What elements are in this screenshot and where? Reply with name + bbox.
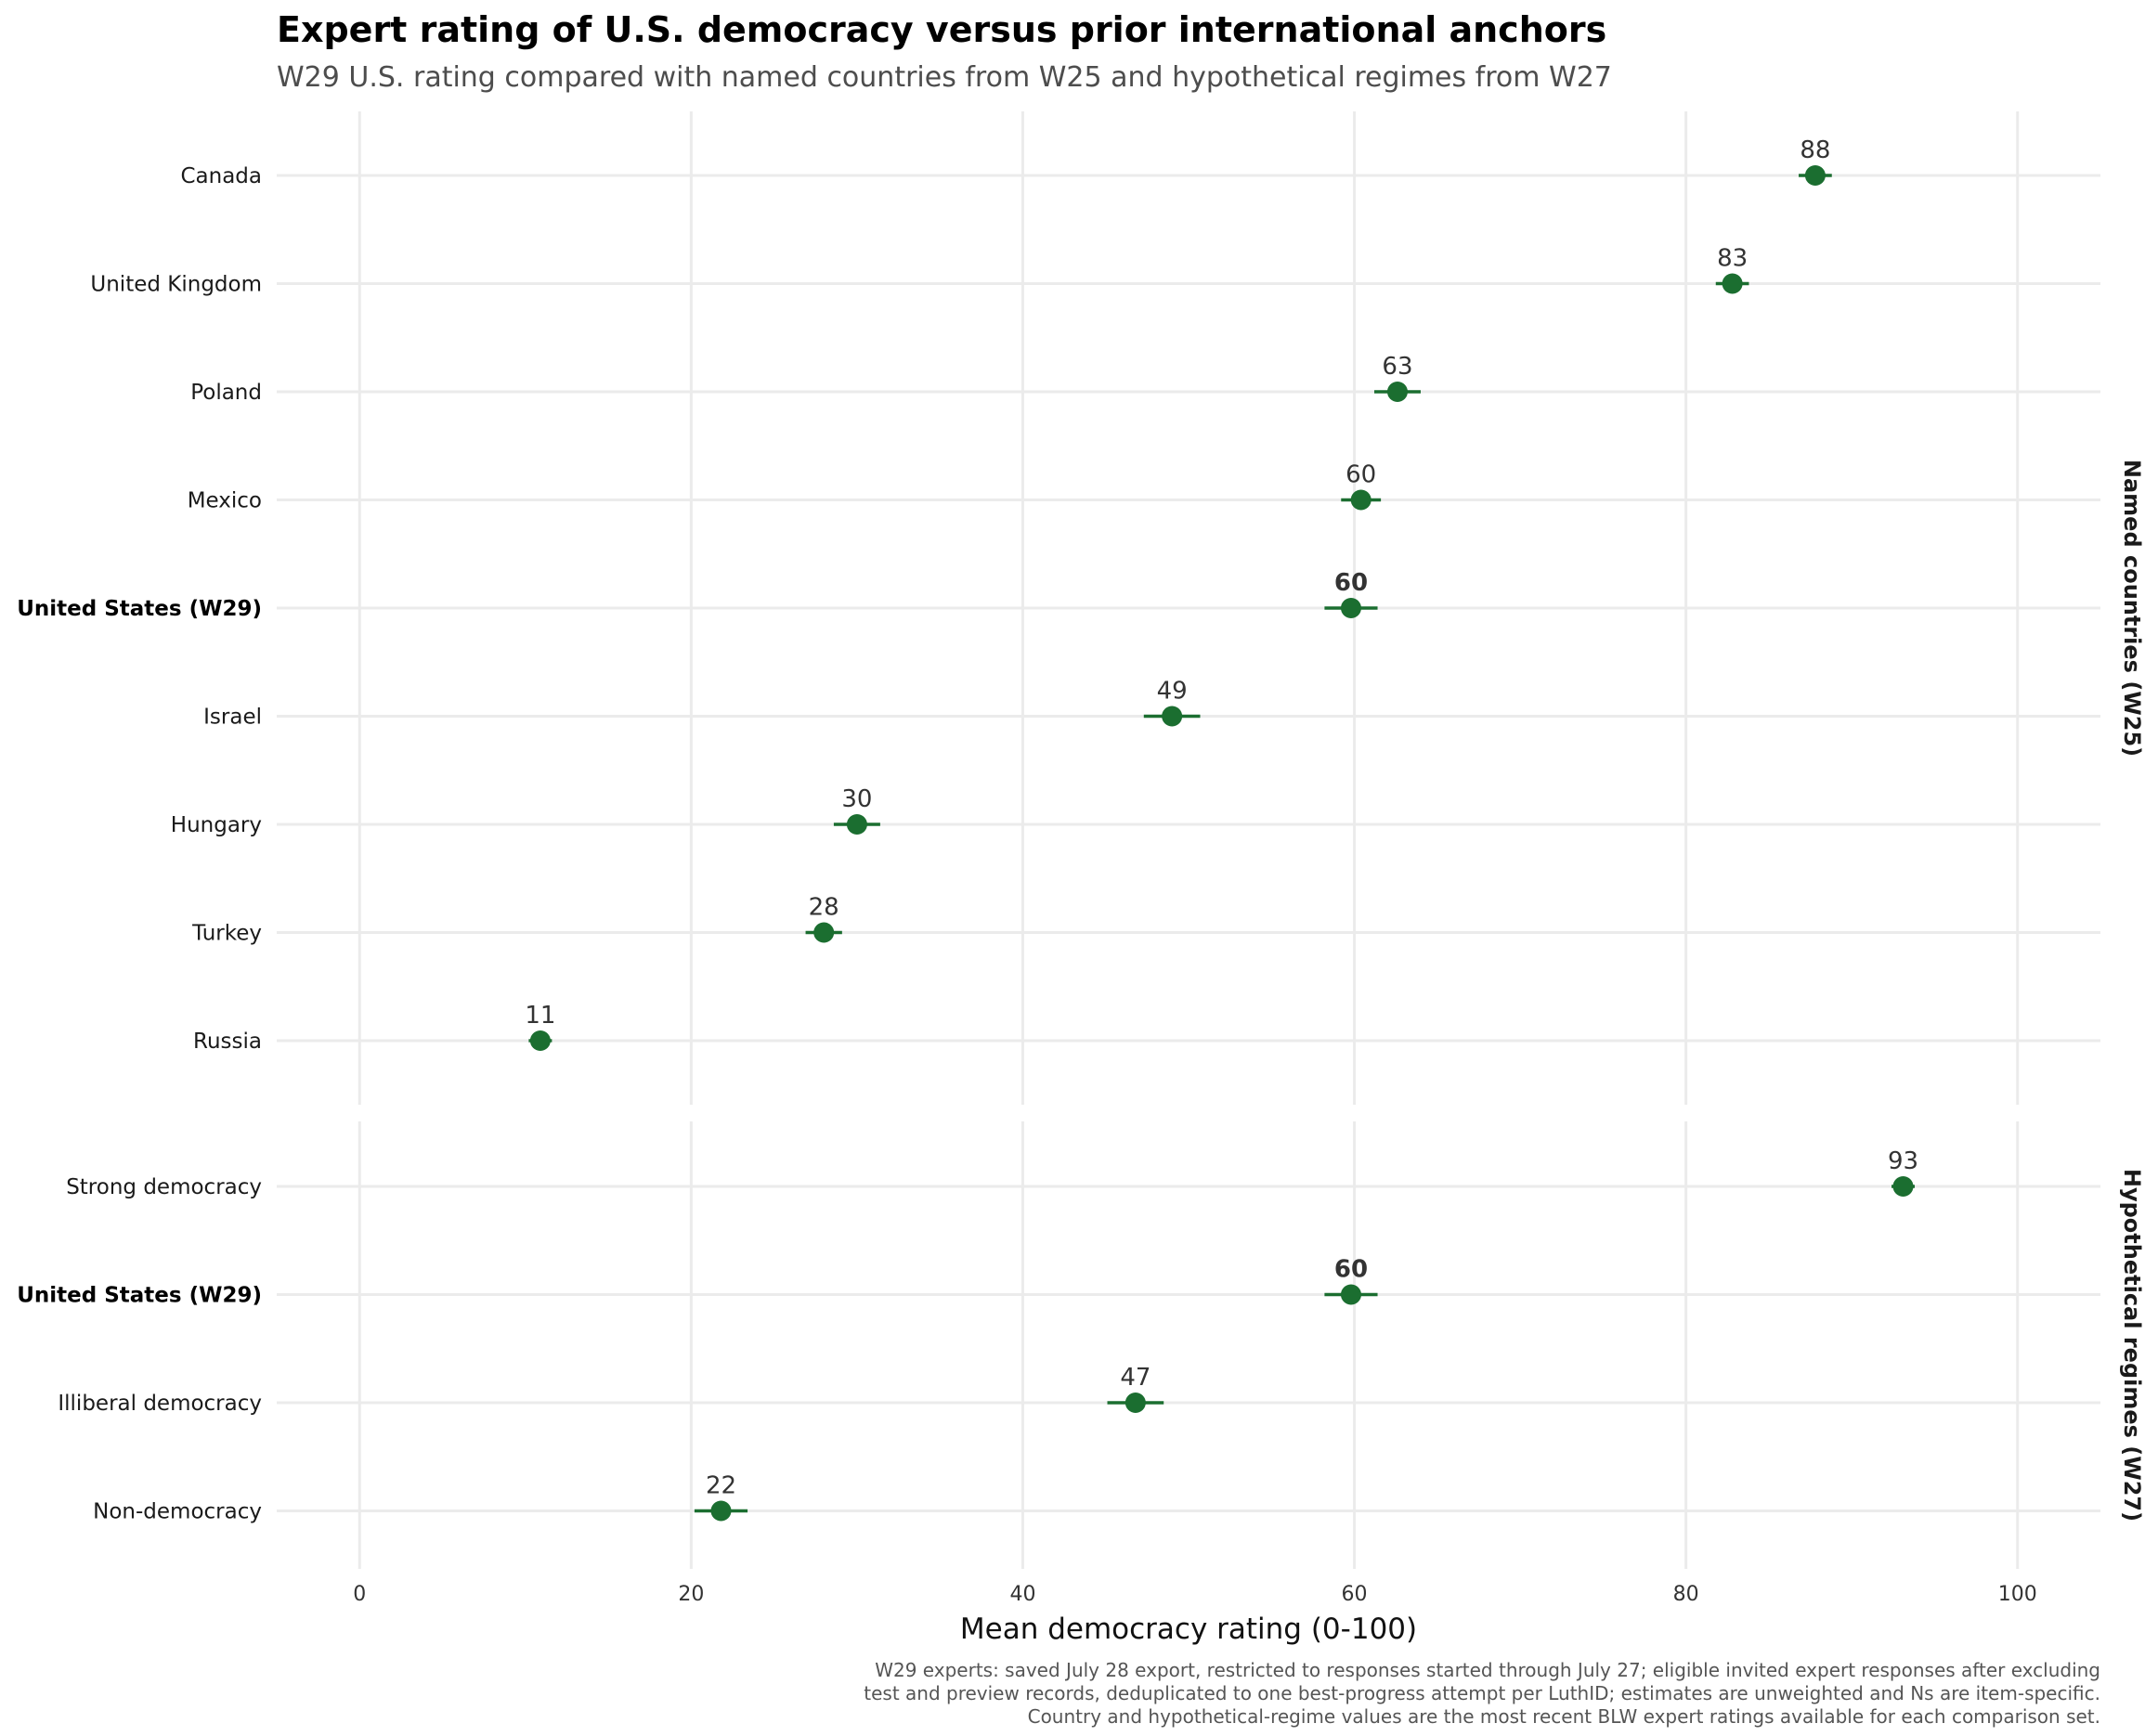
data-point [1350, 489, 1372, 511]
data-point [813, 922, 835, 943]
y-tick-label: Poland [190, 381, 262, 405]
data-point [1162, 706, 1183, 727]
y-tick-label: United States (W29) [17, 1284, 262, 1308]
data-label: 28 [809, 894, 839, 922]
x-tick-label: 80 [1673, 1583, 1699, 1606]
data-label: 93 [1888, 1147, 1918, 1175]
data-label: 60 [1334, 1256, 1368, 1284]
y-tick-label: United States (W29) [17, 597, 262, 621]
x-axis-label: Mean democracy rating (0-100) [960, 1613, 1417, 1646]
data-label: 49 [1157, 678, 1188, 706]
data-point [846, 814, 867, 835]
x-tick-label: 40 [1009, 1583, 1035, 1606]
data-label: 47 [1120, 1364, 1150, 1392]
caption-line-2: test and preview records, deduplicated t… [864, 1682, 2100, 1704]
data-label: 22 [706, 1472, 736, 1500]
data-label: 63 [1382, 353, 1412, 381]
caption: W29 experts: saved July 28 export, restr… [864, 1659, 2100, 1728]
chart-title: Expert rating of U.S. democracy versus p… [277, 9, 1606, 50]
data-point [1722, 273, 1743, 294]
data-point [1386, 382, 1408, 402]
data-point [1340, 598, 1361, 618]
data-label: 11 [525, 1002, 555, 1030]
y-tick-label: Strong democracy [66, 1175, 262, 1199]
data-point [1804, 165, 1826, 186]
x-tick-label: 20 [678, 1583, 704, 1606]
data-point [1124, 1393, 1146, 1413]
panel-named-countries: Canada United Kingdom Poland Mexico United S… [17, 111, 2145, 1105]
data-label: 30 [841, 785, 872, 813]
x-axis: 0 20 40 60 80 100 [353, 1583, 2036, 1606]
x-tick-label: 100 [1998, 1583, 2037, 1606]
y-tick-label: United Kingdom [90, 273, 262, 297]
y-tick-label: Turkey [191, 922, 262, 946]
x-tick-label: 0 [353, 1583, 366, 1606]
facet-strip-label: Hypothetical regimes (W27) [2119, 1169, 2145, 1522]
y-tick-label: Israel [203, 706, 262, 730]
data-label: 60 [1334, 569, 1368, 597]
data-point [1892, 1176, 1914, 1197]
data-label: 88 [1800, 136, 1830, 164]
panels: Canada United Kingdom Poland Mexico United S… [17, 111, 2145, 1569]
panel-hypothetical-regimes: Strong democracy United States (W29) Illib… [17, 1121, 2145, 1569]
x-tick-label: 60 [1342, 1583, 1368, 1606]
y-tick-label: Mexico [188, 489, 262, 513]
data-label: 83 [1717, 245, 1748, 273]
y-tick-label: Russia [193, 1030, 262, 1054]
data-point [710, 1500, 732, 1522]
y-tick-label: Canada [180, 164, 262, 188]
facet-strip-label: Named countries (W25) [2119, 460, 2145, 757]
chart-subtitle: W29 U.S. rating compared with named coun… [277, 61, 1612, 94]
data-point [1340, 1284, 1361, 1305]
y-tick-label: Illiberal democracy [58, 1392, 262, 1416]
y-tick-label: Non-democracy [93, 1500, 262, 1524]
y-tick-label: Hungary [171, 813, 262, 837]
data-point [529, 1030, 551, 1051]
data-label: 60 [1346, 461, 1376, 489]
caption-line-3: Country and hypothetical-regime values a… [1028, 1705, 2100, 1728]
caption-line-1: W29 experts: saved July 28 export, restr… [875, 1659, 2100, 1681]
